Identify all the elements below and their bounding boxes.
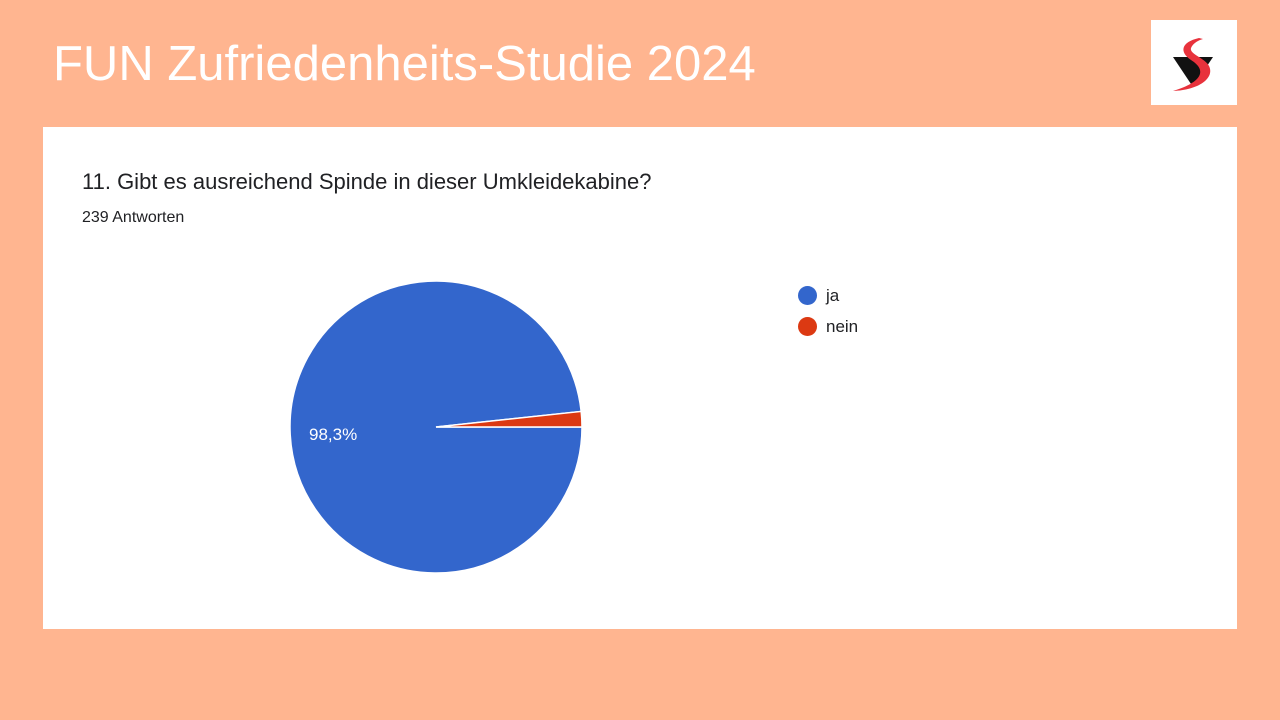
page-title: FUN Zufriedenheits-Studie 2024 bbox=[53, 37, 756, 91]
pie-slice-nein[interactable] bbox=[435, 410, 583, 428]
chart-card: 11. Gibt es ausreichend Spinde in dieser… bbox=[43, 127, 1237, 629]
logo-s-icon bbox=[1173, 38, 1213, 91]
pie-chart: 98,3% bbox=[289, 280, 583, 574]
legend-dot-icon bbox=[798, 286, 817, 305]
response-count: 239 Antworten bbox=[82, 209, 185, 226]
legend: ja nein bbox=[798, 280, 858, 342]
chart-title: 11. Gibt es ausreichend Spinde in dieser… bbox=[82, 169, 652, 194]
legend-label: ja bbox=[826, 285, 840, 305]
legend-item-nein[interactable]: nein bbox=[798, 311, 858, 342]
legend-dot-icon bbox=[798, 317, 817, 336]
data-label-ja: 98,3% bbox=[309, 425, 357, 444]
legend-label: nein bbox=[826, 316, 859, 336]
legend-item-ja[interactable]: ja bbox=[798, 280, 858, 311]
logo bbox=[1151, 20, 1237, 105]
